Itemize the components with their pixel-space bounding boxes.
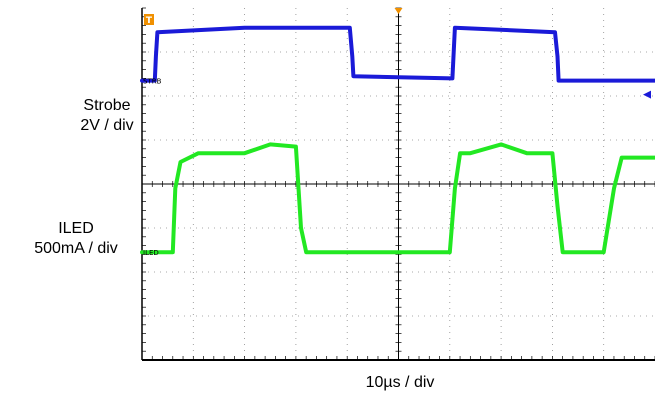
grid <box>141 7 655 361</box>
trigger-box <box>144 14 154 25</box>
strobe-name: Strobe <box>83 97 131 114</box>
channel-marker-strb: STRB <box>143 78 162 86</box>
channel-marker-iled: ILED <box>143 249 159 257</box>
iled-scale: 500mA / div <box>34 240 118 257</box>
trigger-level-icon <box>643 90 651 99</box>
strobe-axis-label: Strobe 2V / div <box>62 96 152 136</box>
trace-strb <box>140 25 655 83</box>
iled-axis-label: ILED 500mA / div <box>0 219 152 259</box>
traces <box>140 25 655 255</box>
iled-name: ILED <box>58 220 94 237</box>
x-scale-label: 10µs / div <box>365 374 435 391</box>
trace-iled <box>140 142 655 255</box>
strobe-scale: 2V / div <box>80 117 134 134</box>
trigger-label: T <box>146 16 153 26</box>
channel-markers: STRB ILED T <box>143 8 651 257</box>
trigger-position-icon <box>394 8 403 14</box>
trigger-marker: T <box>144 14 154 26</box>
